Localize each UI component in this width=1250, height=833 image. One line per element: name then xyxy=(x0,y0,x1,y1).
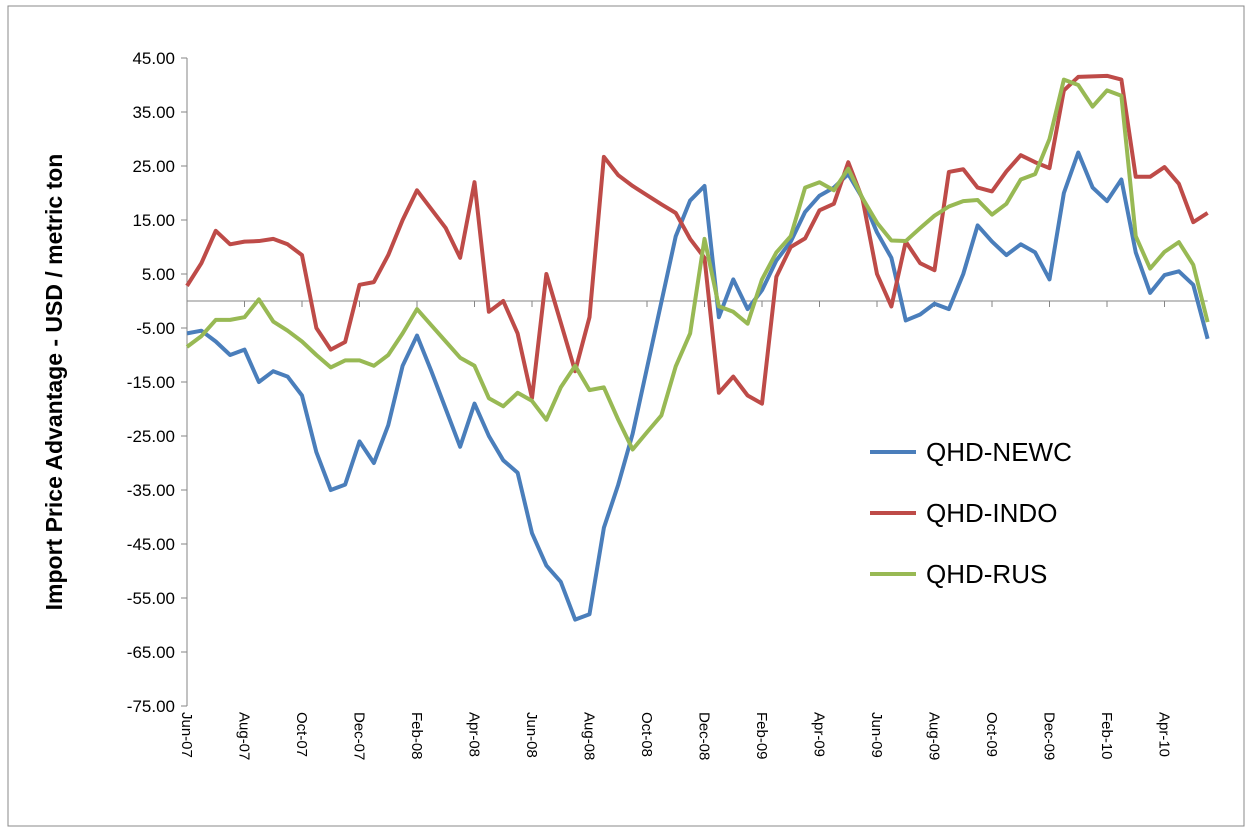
x-tick-label: Feb-09 xyxy=(753,712,770,760)
x-tick-label: Aug-08 xyxy=(581,712,598,760)
y-tick-label: -15.00 xyxy=(127,373,175,392)
x-tick-label: Feb-08 xyxy=(408,712,425,760)
legend-label: QHD-NEWC xyxy=(926,437,1072,467)
x-tick-label: Jun-09 xyxy=(868,712,885,758)
x-tick-label: Jun-08 xyxy=(523,712,540,758)
x-tick-label: Oct-07 xyxy=(293,712,310,757)
y-tick-label: -55.00 xyxy=(127,589,175,608)
y-tick-label: -75.00 xyxy=(127,697,175,716)
y-tick-label: 15.00 xyxy=(132,211,175,230)
y-tick-label: -45.00 xyxy=(127,535,175,554)
legend-label: QHD-RUS xyxy=(926,559,1047,589)
y-tick-label: 5.00 xyxy=(142,265,175,284)
y-tick-label: 25.00 xyxy=(132,157,175,176)
chart-border xyxy=(7,5,1245,827)
x-tick-label: Oct-09 xyxy=(983,712,1000,757)
y-tick-label: -35.00 xyxy=(127,481,175,500)
x-tick-label: Feb-10 xyxy=(1098,712,1115,760)
legend-label: QHD-INDO xyxy=(926,498,1057,528)
x-tick-label: Apr-08 xyxy=(466,712,483,757)
x-tick-label: Dec-08 xyxy=(696,712,713,760)
y-tick-label: 45.00 xyxy=(132,49,175,68)
y-tick-label: -5.00 xyxy=(136,319,175,338)
x-tick-label: Oct-08 xyxy=(638,712,655,757)
x-tick-label: Dec-07 xyxy=(351,712,368,760)
x-tick-label: Aug-07 xyxy=(236,712,253,760)
x-tick-label: Aug-09 xyxy=(926,712,943,760)
y-tick-label: -25.00 xyxy=(127,427,175,446)
x-tick-label: Jun-07 xyxy=(178,712,195,758)
series-line xyxy=(185,77,1210,452)
y-tick-label: -65.00 xyxy=(127,643,175,662)
y-tick-label: 35.00 xyxy=(132,103,175,122)
x-tick-label: Apr-09 xyxy=(811,712,828,757)
y-axis-title: Import Price Advantage - USD / metric to… xyxy=(41,154,67,611)
series-line xyxy=(186,150,1210,622)
x-tick-label: Dec-09 xyxy=(1041,712,1058,760)
x-tick-label: Apr-10 xyxy=(1156,712,1173,757)
